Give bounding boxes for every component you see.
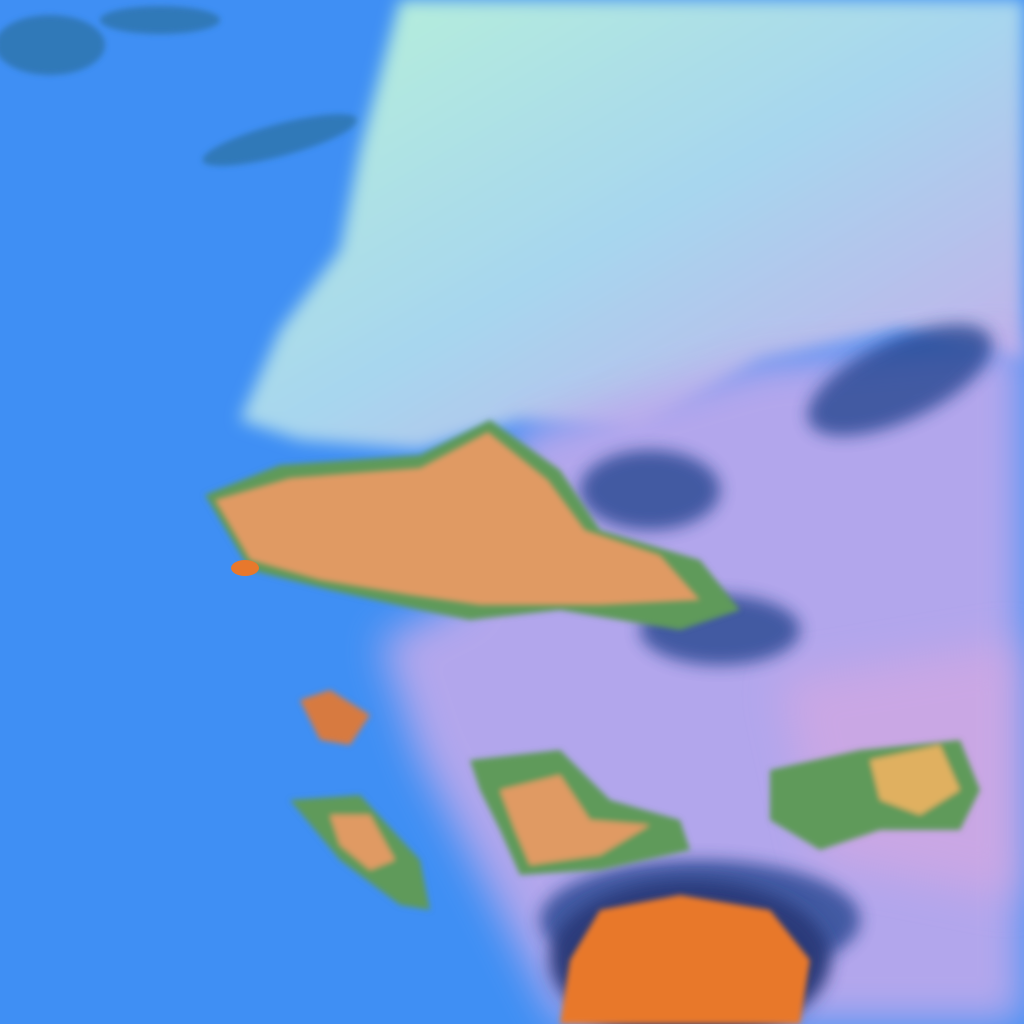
warm-cloud-south bbox=[550, 880, 830, 1024]
warm-cloud-main bbox=[205, 420, 740, 630]
warm-cloud-small bbox=[290, 690, 980, 910]
northwest-cloud-streaks bbox=[0, 6, 358, 166]
land-haze-region bbox=[240, 0, 1024, 450]
